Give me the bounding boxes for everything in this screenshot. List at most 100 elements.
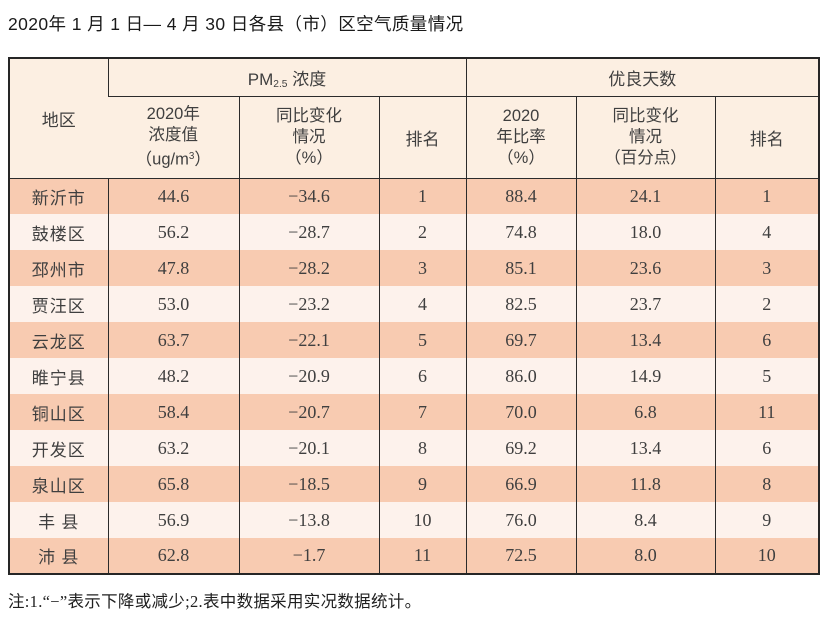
unit-pre: （ug/m (135, 150, 189, 169)
header-ratio-change-line3: （百分点） (604, 148, 687, 167)
table-row: 睢宁县 48.2 −20.9 6 86.0 14.9 5 (9, 358, 820, 394)
air-quality-table: 地区 PM2.5 浓度 优良天数 2020年 浓度值 （ug/m3） 同比变化 … (8, 57, 821, 575)
header-ratio-change-line1: 同比变化 (612, 106, 679, 125)
table-row: 鼓楼区 56.2 −28.7 2 74.8 18.0 4 (9, 214, 820, 250)
header-pm25-group: PM2.5 浓度 (107, 58, 466, 97)
header-group-row: 地区 PM2.5 浓度 优良天数 (9, 58, 820, 179)
cell-ratio-rank: 4 (714, 214, 820, 250)
header-pm-value-line2: 浓度值 (148, 125, 199, 144)
pm25-label-suffix: 浓度 (287, 69, 327, 89)
table-row: 铜山区 58.4 −20.7 7 70.0 6.8 11 (9, 394, 820, 430)
cell-good-ratio: 88.4 (465, 178, 576, 214)
cell-ratio-rank: 2 (714, 286, 820, 322)
cell-pm-change: −23.2 (238, 286, 379, 322)
unit-superscript: 3 (188, 150, 195, 162)
header-pm-change-line1: 同比变化 (276, 106, 342, 125)
header-ratio: 2020 年比率 （%） (465, 96, 576, 179)
cell-pm-change: −13.8 (238, 502, 379, 538)
table-row: 开发区 63.2 −20.1 8 69.2 13.4 6 (9, 430, 820, 466)
cell-ratio-rank: 1 (714, 178, 820, 214)
cell-ratio-change: 8.0 (575, 538, 715, 574)
cell-ratio-change: 23.7 (575, 286, 715, 322)
cell-pm-value: 48.2 (107, 358, 239, 394)
cell-ratio-change: 8.4 (575, 502, 715, 538)
cell-pm-value: 58.4 (107, 394, 239, 430)
cell-ratio-change: 24.1 (575, 178, 715, 214)
header-good-days-group: 优良天数 (465, 58, 820, 97)
cell-good-ratio: 70.0 (465, 394, 576, 430)
cell-pm-value: 56.2 (107, 214, 239, 250)
cell-region: 泉山区 (9, 466, 108, 502)
header-ratio-rank: 排名 (714, 96, 820, 179)
cell-region: 新沂市 (9, 178, 108, 214)
header-pm-value: 2020年 浓度值 （ug/m3） (108, 96, 239, 179)
cell-region: 开发区 (9, 430, 108, 466)
page-title: 2020年 1 月 1 日— 4 月 30 日各县（市）区空气质量情况 (8, 14, 464, 34)
cell-pm-change: −22.1 (238, 322, 379, 358)
table-row: 丰 县 56.9 −13.8 10 76.0 8.4 9 (9, 502, 820, 538)
cell-ratio-change: 18.0 (575, 214, 715, 250)
cell-ratio-rank: 10 (714, 538, 820, 574)
header-pm-change-line3: （%） (285, 148, 333, 167)
header-label-row: 2020年 浓度值 （ug/m3） 同比变化 情况 （%） 排名 2020 年比… (9, 96, 820, 179)
cell-region: 贾汪区 (9, 286, 108, 322)
header-ratio-line1: 2020 (502, 106, 540, 125)
cell-ratio-rank: 11 (714, 394, 820, 430)
cell-pm-rank: 4 (378, 286, 466, 322)
cell-good-ratio: 69.7 (465, 322, 576, 358)
cell-pm-rank: 7 (378, 394, 466, 430)
cell-good-ratio: 74.8 (465, 214, 576, 250)
cell-pm-change: −1.7 (238, 538, 379, 574)
cell-good-ratio: 85.1 (465, 250, 576, 286)
table-row: 泉山区 65.8 −18.5 9 66.9 11.8 8 (9, 466, 820, 502)
page-note: 注:1.“−”表示下降或减少;2.表中数据采用实况数据统计。 (8, 592, 422, 611)
table-row: 云龙区 63.7 −22.1 5 69.7 13.4 6 (9, 322, 820, 358)
cell-pm-rank: 9 (378, 466, 466, 502)
cell-good-ratio: 76.0 (465, 502, 576, 538)
cell-pm-rank: 2 (378, 214, 466, 250)
cell-good-ratio: 72.5 (465, 538, 576, 574)
cell-region: 云龙区 (9, 322, 108, 358)
header-region: 地区 (9, 58, 108, 179)
cell-ratio-change: 11.8 (575, 466, 715, 502)
table-row: 新沂市 44.6 −34.6 1 88.4 24.1 1 (9, 178, 820, 214)
cell-pm-value: 44.6 (107, 178, 239, 214)
cell-pm-change: −18.5 (238, 466, 379, 502)
table-row: 贾汪区 53.0 −23.2 4 82.5 23.7 2 (9, 286, 820, 322)
header-pm-value-unit: （ug/m3） (108, 146, 239, 170)
cell-ratio-rank: 6 (714, 322, 820, 358)
unit-post: ） (194, 150, 211, 169)
cell-region: 沛 县 (9, 538, 108, 574)
cell-pm-rank: 5 (378, 322, 466, 358)
table-row: 沛 县 62.8 −1.7 11 72.5 8.0 10 (9, 538, 820, 574)
cell-pm-change: −20.9 (238, 358, 379, 394)
cell-pm-rank: 11 (378, 538, 466, 574)
cell-ratio-rank: 8 (714, 466, 820, 502)
table-body: 新沂市 44.6 −34.6 1 88.4 24.1 1 鼓楼区 56.2 −2… (9, 178, 820, 574)
header-pm-change-line2: 情况 (292, 127, 326, 146)
cell-pm-value: 47.8 (107, 250, 239, 286)
cell-pm-change: −28.2 (238, 250, 379, 286)
cell-good-ratio: 69.2 (465, 430, 576, 466)
cell-ratio-change: 14.9 (575, 358, 715, 394)
table-row: 邳州市 47.8 −28.2 3 85.1 23.6 3 (9, 250, 820, 286)
cell-pm-value: 63.2 (107, 430, 239, 466)
header-pm-rank: 排名 (378, 96, 466, 179)
cell-good-ratio: 86.0 (465, 358, 576, 394)
cell-pm-rank: 10 (378, 502, 466, 538)
cell-pm-value: 62.8 (107, 538, 239, 574)
cell-pm-change: −34.6 (238, 178, 379, 214)
cell-pm-value: 53.0 (107, 286, 239, 322)
cell-pm-change: −28.7 (238, 214, 379, 250)
cell-pm-rank: 8 (378, 430, 466, 466)
cell-pm-rank: 6 (378, 358, 466, 394)
cell-region: 睢宁县 (9, 358, 108, 394)
cell-pm-change: −20.7 (238, 394, 379, 430)
pm25-subscript: 2.5 (273, 78, 288, 90)
cell-ratio-change: 6.8 (575, 394, 715, 430)
cell-region: 鼓楼区 (9, 214, 108, 250)
cell-good-ratio: 66.9 (465, 466, 576, 502)
cell-ratio-rank: 6 (714, 430, 820, 466)
cell-pm-change: −20.1 (238, 430, 379, 466)
